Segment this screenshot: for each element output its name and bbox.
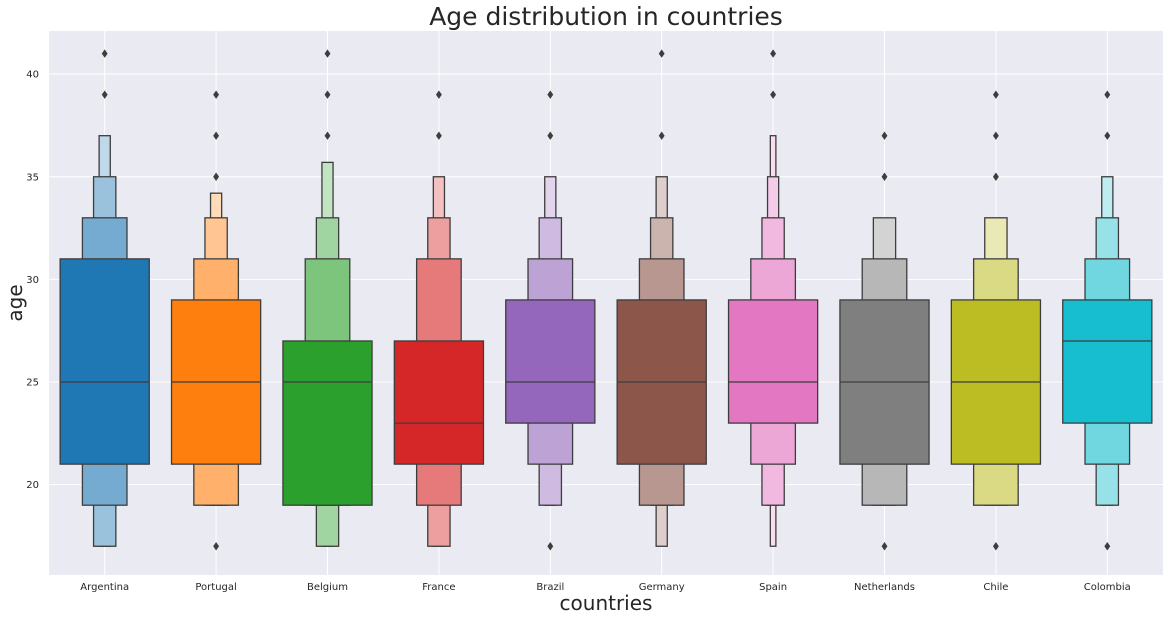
- y-tick-label: 25: [26, 378, 39, 389]
- outlier-point: [881, 172, 888, 181]
- outlier-point: [881, 542, 888, 551]
- x-tick-label: Argentina: [80, 582, 129, 593]
- boxen-argentina: [59, 49, 150, 547]
- boxen-brazil: [505, 90, 596, 551]
- outlier-point: [992, 131, 999, 140]
- outlier-point: [324, 49, 331, 58]
- outlier-point: [213, 90, 220, 99]
- boxen-chile: [950, 90, 1042, 551]
- y-tick-label: 30: [26, 275, 39, 286]
- boxen-france: [393, 90, 485, 547]
- x-tick-label: Germany: [639, 582, 685, 593]
- x-axis-label: countries: [560, 591, 653, 615]
- chart-title: Age distribution in countries: [429, 2, 783, 31]
- boxen-colombia: [1062, 90, 1153, 551]
- outlier-point: [770, 90, 777, 99]
- outlier-point: [324, 90, 331, 99]
- outlier-point: [547, 542, 554, 551]
- outlier-point: [547, 90, 554, 99]
- boxen-portugal: [170, 90, 262, 551]
- outlier-point: [658, 131, 665, 140]
- boxen-netherlands: [839, 131, 930, 551]
- outlier-point: [992, 542, 999, 551]
- outlier-point: [547, 131, 554, 140]
- outlier-point: [770, 49, 777, 58]
- x-tick-label: Chile: [983, 582, 1008, 593]
- outlier-point: [992, 172, 999, 181]
- outlier-point: [101, 90, 108, 99]
- x-tick-label: Belgium: [307, 582, 348, 593]
- letter-value-box: [727, 299, 819, 424]
- outlier-point: [1104, 90, 1111, 99]
- outlier-point: [881, 131, 888, 140]
- outlier-point: [435, 90, 442, 99]
- outlier-point: [992, 90, 999, 99]
- letter-value-box: [505, 299, 596, 424]
- outlier-point: [658, 49, 665, 58]
- letter-value-box: [282, 340, 373, 506]
- outlier-point: [324, 131, 331, 140]
- boxen-belgium: [282, 49, 373, 547]
- letter-value-box: [59, 258, 150, 465]
- boxen-spain: [727, 49, 819, 547]
- outlier-point: [213, 542, 220, 551]
- outlier-point: [1104, 131, 1111, 140]
- letter-value-box: [393, 340, 485, 465]
- x-tick-label: Netherlands: [854, 582, 915, 593]
- letter-value-box: [1062, 299, 1153, 424]
- y-axis-label: age: [3, 284, 27, 321]
- y-axis-ticks: 20 25 30 35 40: [26, 70, 39, 492]
- boxen-series: [59, 49, 1153, 551]
- y-tick-label: 20: [26, 480, 39, 491]
- outlier-point: [101, 49, 108, 58]
- x-tick-label: Brazil: [536, 582, 564, 593]
- outlier-point: [1104, 542, 1111, 551]
- x-tick-label: Spain: [759, 582, 787, 593]
- outlier-point: [213, 131, 220, 140]
- x-axis-ticks: Argentina Portugal Belgium France Brazil Germ…: [80, 582, 1130, 593]
- outlier-point: [213, 172, 220, 181]
- boxen-germany: [616, 49, 707, 547]
- x-tick-label: Colombia: [1084, 582, 1131, 593]
- y-tick-label: 40: [26, 70, 39, 81]
- outlier-point: [435, 131, 442, 140]
- x-tick-label: Portugal: [195, 582, 236, 593]
- x-tick-label: France: [422, 582, 455, 593]
- y-tick-label: 35: [26, 172, 39, 183]
